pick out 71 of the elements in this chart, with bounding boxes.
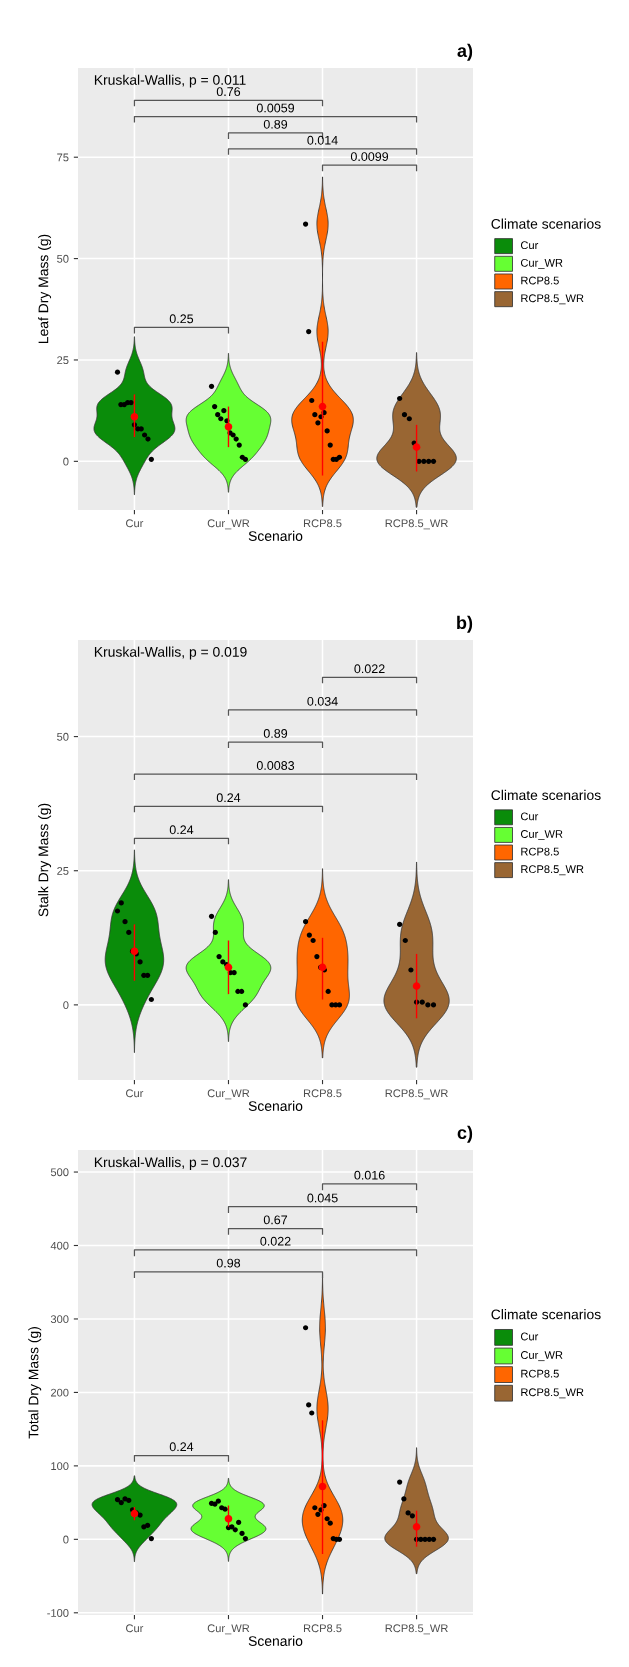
x-tick-label: Cur bbox=[126, 1089, 144, 1098]
x-axis-title: Scenario bbox=[248, 1100, 303, 1111]
x-tick-label: Cur_WR bbox=[207, 519, 250, 530]
annotation: Kruskal-Wallis, p = 0.037 bbox=[94, 1156, 247, 1170]
x-tick-label: RCP8.5 bbox=[303, 519, 342, 528]
annotation: 0.76 bbox=[216, 87, 241, 97]
y-tick-label: 50 bbox=[57, 254, 69, 263]
legend-title: Climate scenarios bbox=[491, 789, 601, 801]
annotation: 0.0083 bbox=[256, 761, 295, 770]
y-tick-label: 100 bbox=[51, 1462, 69, 1471]
y-axis-title: Stalk Dry Mass (g) bbox=[38, 803, 52, 917]
annotation: 0.89 bbox=[263, 729, 288, 738]
x-tick-label: Cur_WR bbox=[207, 1624, 250, 1635]
x-tick-label: RCP8.5_WR bbox=[385, 519, 448, 530]
annotation: 0.045 bbox=[307, 1193, 338, 1203]
y-axis-title: Leaf Dry Mass (g) bbox=[38, 234, 52, 344]
category-label: Cur bbox=[520, 812, 539, 821]
y-tick-label: -100 bbox=[47, 1609, 69, 1617]
x-tick-label: Cur bbox=[126, 1624, 144, 1633]
annotation: 0.24 bbox=[169, 825, 194, 835]
category-label: RCP8.5 bbox=[521, 1369, 559, 1378]
category-label: RCP8.5_WR bbox=[521, 1388, 584, 1399]
annotation: 0.98 bbox=[216, 1258, 241, 1268]
category-label: Cur bbox=[520, 241, 539, 250]
annotation: 0.89 bbox=[263, 119, 288, 129]
chart-title: b) bbox=[457, 615, 473, 633]
category-label: RCP8.5 bbox=[521, 847, 559, 856]
category-label: RCP8.5_WR bbox=[521, 865, 584, 876]
x-tick-label: Cur_WR bbox=[207, 1089, 250, 1100]
category-label: Cur bbox=[520, 1332, 539, 1341]
x-tick-label: Cur bbox=[126, 519, 144, 528]
y-tick-label: 500 bbox=[50, 1168, 69, 1177]
y-tick-label: 400 bbox=[50, 1241, 69, 1250]
annotation: 0.24 bbox=[216, 793, 241, 803]
y-tick-label: 0 bbox=[63, 457, 69, 466]
category-label: Cur_WR bbox=[520, 1351, 563, 1362]
chart-title: a) bbox=[457, 43, 473, 61]
y-tick-label: 200 bbox=[50, 1388, 69, 1397]
category-label: Cur_WR bbox=[520, 830, 563, 840]
y-tick-label: 0 bbox=[63, 1535, 69, 1544]
y-tick-label: 300 bbox=[50, 1315, 69, 1324]
x-axis-title: Scenario bbox=[248, 530, 303, 541]
category-label: Cur_WR bbox=[520, 258, 563, 269]
y-tick-label: 50 bbox=[57, 732, 69, 741]
annotation: 0.24 bbox=[169, 1442, 194, 1452]
x-tick-label: RCP8.5 bbox=[303, 1624, 342, 1633]
annotation: Kruskal-Wallis, p = 0.011 bbox=[94, 74, 246, 88]
y-tick-label: 0 bbox=[63, 1001, 69, 1010]
annotation: 0.0059 bbox=[256, 103, 295, 113]
y-tick-label: 75 bbox=[57, 153, 69, 162]
legend-title: Climate scenarios bbox=[491, 218, 601, 229]
x-tick-label: RCP8.5 bbox=[303, 1089, 342, 1098]
annotation: 0.034 bbox=[307, 696, 338, 706]
chart-title: c) bbox=[457, 1125, 473, 1143]
legend-title: Climate scenarios bbox=[491, 1309, 601, 1320]
y-tick-label: 25 bbox=[57, 867, 69, 875]
annotation: 0.014 bbox=[307, 135, 338, 145]
y-tick-label: 25 bbox=[57, 356, 69, 365]
x-tick-label: RCP8.5_WR bbox=[385, 1089, 448, 1100]
annotation: 0.25 bbox=[169, 314, 194, 324]
annotation: Kruskal-Wallis, p = 0.019 bbox=[94, 646, 247, 660]
annotation: 0.67 bbox=[263, 1215, 288, 1225]
annotation: 0.022 bbox=[354, 664, 385, 674]
annotation: 0.022 bbox=[260, 1236, 291, 1246]
y-axis-title: Total Dry Mass (g) bbox=[28, 1327, 42, 1439]
category-label: RCP8.5 bbox=[521, 276, 559, 285]
annotation: 0.0099 bbox=[350, 152, 389, 161]
category-label: RCP8.5_WR bbox=[521, 294, 584, 305]
annotation: 0.016 bbox=[354, 1170, 385, 1180]
x-tick-label: RCP8.5_WR bbox=[385, 1624, 448, 1635]
x-axis-title: Scenario bbox=[248, 1635, 303, 1646]
